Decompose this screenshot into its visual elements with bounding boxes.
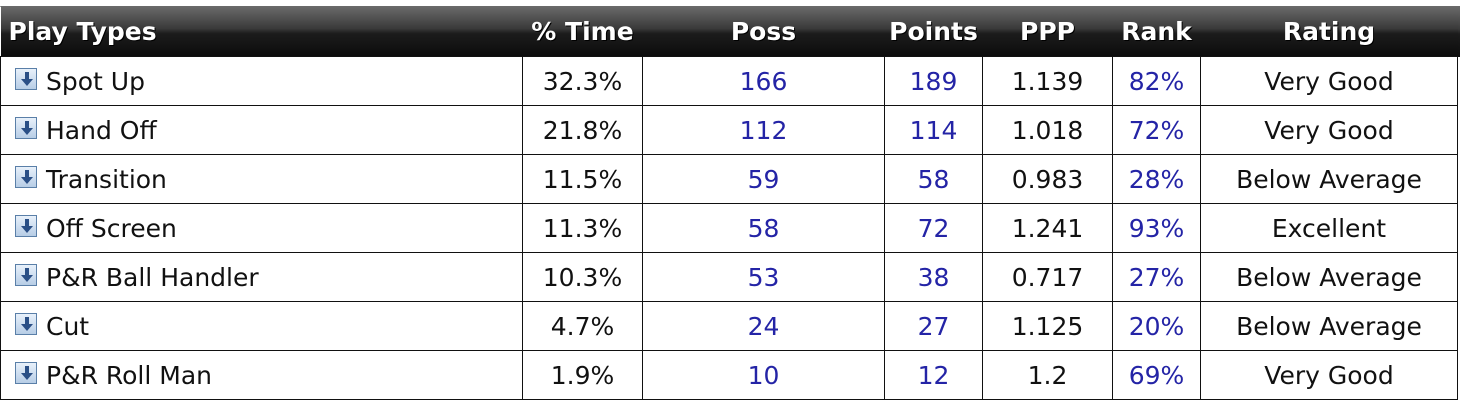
rank-link[interactable]: 82% xyxy=(1112,56,1201,106)
pct-time-cell: 11.5% xyxy=(522,154,643,204)
play-types-table: Play Types % Time Poss Points PPP Rank R… xyxy=(0,6,1460,400)
ppp-cell: 1.2 xyxy=(982,350,1113,400)
rank-link[interactable]: 28% xyxy=(1112,154,1201,204)
play-type-label: Hand Off xyxy=(46,115,157,145)
table-row: Transition 11.5% 59 58 0.983 28% Below A… xyxy=(0,154,1460,204)
rank-link[interactable]: 27% xyxy=(1112,252,1201,302)
play-type-cell: P&R Ball Handler xyxy=(0,252,523,302)
header-tail xyxy=(1457,6,1460,57)
header-poss: Poss xyxy=(642,6,885,57)
points-link[interactable]: 114 xyxy=(884,105,983,155)
ppp-cell: 1.018 xyxy=(982,105,1113,155)
ppp-cell: 1.125 xyxy=(982,301,1113,351)
header-rank: Rank xyxy=(1112,6,1201,57)
ppp-cell: 0.983 xyxy=(982,154,1113,204)
header-points: Points xyxy=(884,6,983,57)
ppp-cell: 1.241 xyxy=(982,203,1113,253)
expand-down-arrow-icon[interactable] xyxy=(15,312,37,335)
rating-cell: Very Good xyxy=(1200,56,1458,106)
ppp-cell: 1.139 xyxy=(982,56,1113,106)
expand-down-arrow-icon[interactable] xyxy=(15,116,37,139)
play-type-cell: Hand Off xyxy=(0,105,523,155)
row-tail xyxy=(1457,56,1460,106)
points-link[interactable]: 38 xyxy=(884,252,983,302)
rating-cell: Very Good xyxy=(1200,350,1458,400)
play-type-label: P&R Roll Man xyxy=(46,360,213,390)
header-pct-time: % Time xyxy=(522,6,643,57)
row-tail xyxy=(1457,350,1460,400)
poss-link[interactable]: 58 xyxy=(642,203,885,253)
pct-time-cell: 32.3% xyxy=(522,56,643,106)
table-row: P&R Ball Handler 10.3% 53 38 0.717 27% B… xyxy=(0,252,1460,302)
play-type-cell: Transition xyxy=(0,154,523,204)
table-body: Spot Up 32.3% 166 189 1.139 82% Very Goo… xyxy=(0,56,1460,400)
rating-cell: Below Average xyxy=(1200,252,1458,302)
expand-down-arrow-icon[interactable] xyxy=(15,361,37,384)
expand-down-arrow-icon[interactable] xyxy=(15,214,37,237)
rating-cell: Below Average xyxy=(1200,154,1458,204)
points-link[interactable]: 189 xyxy=(884,56,983,106)
table-header-row: Play Types % Time Poss Points PPP Rank R… xyxy=(0,6,1460,57)
play-type-label: Off Screen xyxy=(46,213,177,243)
pct-time-cell: 4.7% xyxy=(522,301,643,351)
ppp-cell: 0.717 xyxy=(982,252,1113,302)
rating-cell: Very Good xyxy=(1200,105,1458,155)
play-type-label: P&R Ball Handler xyxy=(46,262,259,292)
table-row: Cut 4.7% 24 27 1.125 20% Below Average xyxy=(0,301,1460,351)
row-tail xyxy=(1457,252,1460,302)
play-type-label: Spot Up xyxy=(46,66,145,96)
play-type-cell: P&R Roll Man xyxy=(0,350,523,400)
play-type-cell: Spot Up xyxy=(0,56,523,106)
rank-link[interactable]: 69% xyxy=(1112,350,1201,400)
header-ppp: PPP xyxy=(982,6,1113,57)
table-row: Spot Up 32.3% 166 189 1.139 82% Very Goo… xyxy=(0,56,1460,106)
points-link[interactable]: 58 xyxy=(884,154,983,204)
poss-link[interactable]: 59 xyxy=(642,154,885,204)
poss-link[interactable]: 10 xyxy=(642,350,885,400)
row-tail xyxy=(1457,203,1460,253)
table-row: Hand Off 21.8% 112 114 1.018 72% Very Go… xyxy=(0,105,1460,155)
pct-time-cell: 11.3% xyxy=(522,203,643,253)
rank-link[interactable]: 72% xyxy=(1112,105,1201,155)
row-tail xyxy=(1457,301,1460,351)
poss-link[interactable]: 112 xyxy=(642,105,885,155)
rating-cell: Excellent xyxy=(1200,203,1458,253)
points-link[interactable]: 27 xyxy=(884,301,983,351)
rating-cell: Below Average xyxy=(1200,301,1458,351)
pct-time-cell: 21.8% xyxy=(522,105,643,155)
expand-down-arrow-icon[interactable] xyxy=(15,263,37,286)
rank-link[interactable]: 93% xyxy=(1112,203,1201,253)
expand-down-arrow-icon[interactable] xyxy=(15,165,37,188)
row-tail xyxy=(1457,105,1460,155)
points-link[interactable]: 12 xyxy=(884,350,983,400)
pct-time-cell: 10.3% xyxy=(522,252,643,302)
header-play-types: Play Types xyxy=(0,6,523,57)
table-row: Off Screen 11.3% 58 72 1.241 93% Excelle… xyxy=(0,203,1460,253)
points-link[interactable]: 72 xyxy=(884,203,983,253)
play-type-cell: Off Screen xyxy=(0,203,523,253)
row-tail xyxy=(1457,154,1460,204)
rank-link[interactable]: 20% xyxy=(1112,301,1201,351)
table-row: P&R Roll Man 1.9% 10 12 1.2 69% Very Goo… xyxy=(0,350,1460,400)
poss-link[interactable]: 166 xyxy=(642,56,885,106)
expand-down-arrow-icon[interactable] xyxy=(15,67,37,90)
header-rating: Rating xyxy=(1200,6,1458,57)
pct-time-cell: 1.9% xyxy=(522,350,643,400)
play-type-label: Transition xyxy=(46,164,167,194)
play-type-cell: Cut xyxy=(0,301,523,351)
poss-link[interactable]: 24 xyxy=(642,301,885,351)
poss-link[interactable]: 53 xyxy=(642,252,885,302)
play-type-label: Cut xyxy=(46,311,90,341)
